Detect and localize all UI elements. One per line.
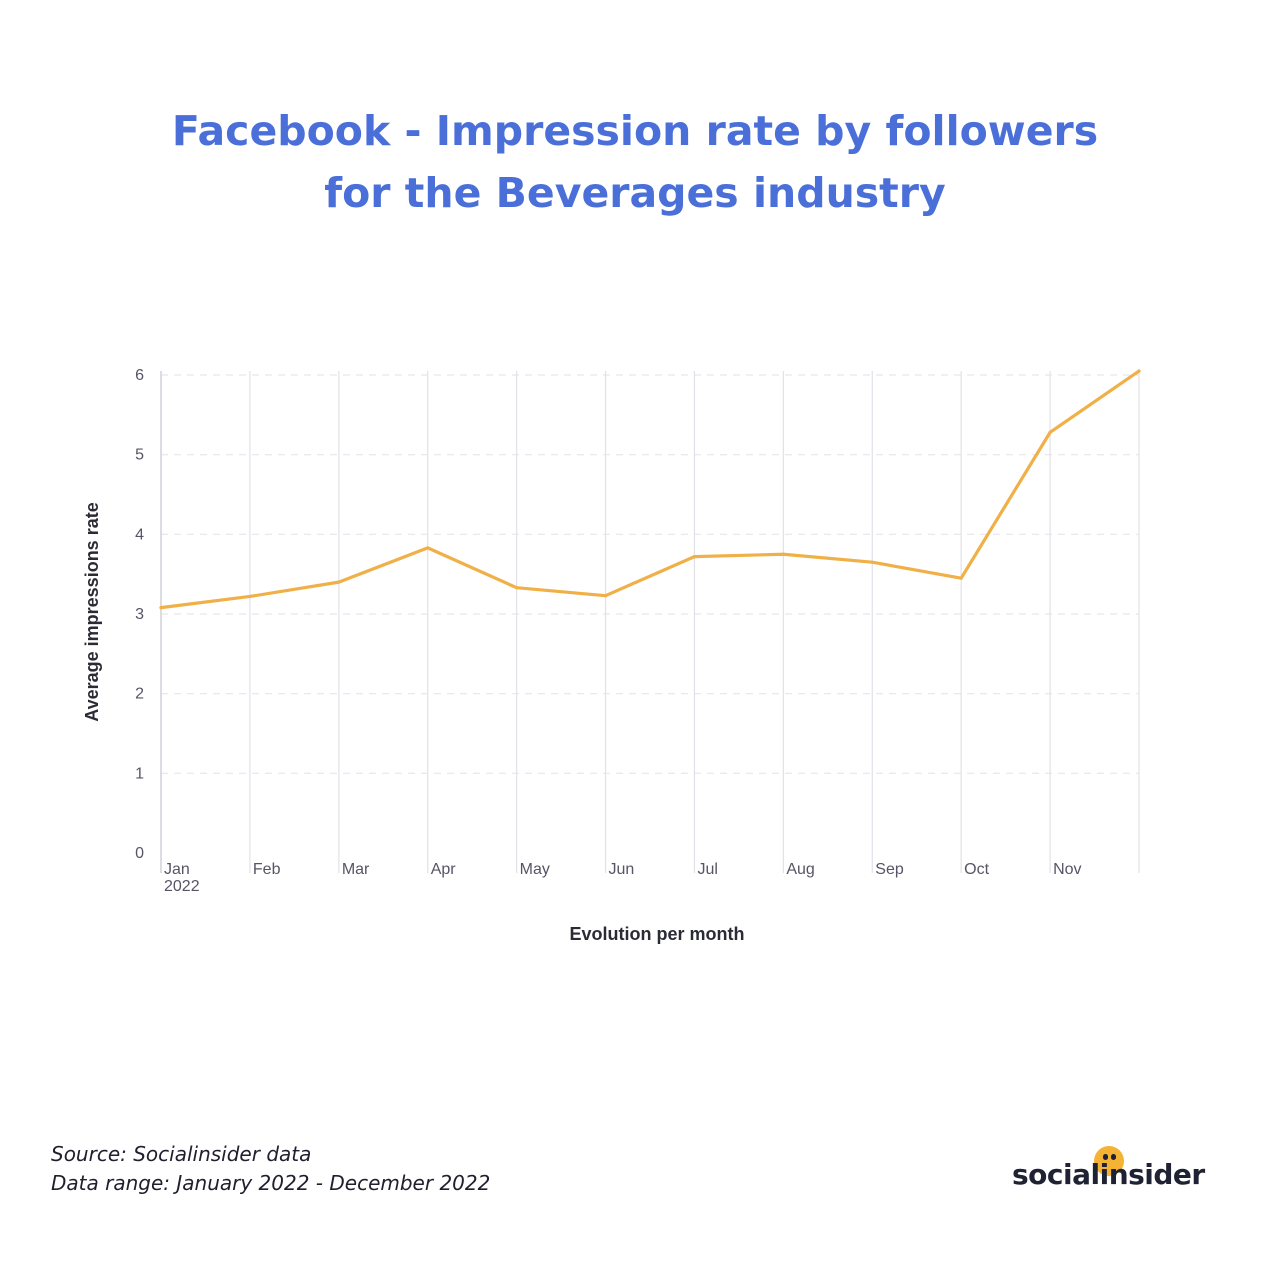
y-tick-label: 3 bbox=[135, 606, 144, 623]
source-text: Source: Socialinsider data bbox=[51, 1142, 312, 1166]
x-tick-label: Oct bbox=[964, 861, 989, 878]
data-point bbox=[959, 576, 963, 580]
y-tick-label: 0 bbox=[135, 845, 144, 862]
x-tick-label: Mar bbox=[342, 861, 370, 878]
y-tick-label: 2 bbox=[135, 686, 144, 703]
data-point bbox=[159, 606, 163, 610]
x-axis-label: Evolution per month bbox=[570, 924, 745, 944]
logo-face-icon bbox=[1094, 1146, 1124, 1176]
x-tick-label: May bbox=[520, 861, 550, 878]
data-point bbox=[515, 586, 519, 590]
y-tick-label: 5 bbox=[135, 447, 144, 464]
data-range-text: Data range: January 2022 - December 2022 bbox=[51, 1171, 491, 1195]
x-tick-label: Jan bbox=[164, 861, 190, 878]
y-tick-label: 6 bbox=[135, 367, 144, 384]
data-point bbox=[692, 555, 697, 559]
x-tick-label: Nov bbox=[1053, 861, 1081, 878]
vertical-gridlines bbox=[160, 371, 1140, 873]
data-point bbox=[426, 546, 430, 550]
y-axis-ticks: 0 1 2 3 4 5 6 bbox=[135, 367, 144, 862]
socialinsider-logo: socialinsider bbox=[1012, 1146, 1222, 1196]
data-point bbox=[1137, 369, 1141, 373]
y-tick-label: 1 bbox=[135, 765, 144, 782]
data-point bbox=[870, 560, 874, 564]
data-point bbox=[603, 594, 608, 598]
x-tick-label: Jun bbox=[609, 861, 635, 878]
chart-title-line-1: Facebook - Impression rate by followers bbox=[171, 107, 1099, 155]
x-axis-ticks: Jan Feb Mar Apr May Jun Jul Aug Sep Oct Nov 2022 bbox=[164, 861, 1082, 895]
footer-source: Source: Socialinsider data Data range: J… bbox=[51, 1140, 490, 1198]
y-tick-label: 4 bbox=[135, 526, 144, 543]
x-tick-label: Apr bbox=[431, 861, 457, 878]
logo-text: socialinsider bbox=[1012, 1158, 1205, 1191]
line-chart: 0 1 2 3 4 5 6 Jan Feb Mar Apr May Jun Jul Aug Sep Oct No… bbox=[82, 367, 1141, 944]
data-point bbox=[781, 552, 785, 556]
series-layer bbox=[159, 369, 1141, 610]
horizontal-gridlines bbox=[161, 374, 1139, 774]
data-point bbox=[337, 580, 341, 584]
chart-title: Facebook - Impression rate by followers … bbox=[0, 100, 1270, 224]
data-point bbox=[1048, 430, 1052, 434]
x-tick-label: Aug bbox=[786, 861, 814, 878]
x-tick-label: Sep bbox=[875, 861, 904, 878]
chart-title-line-2: for the Beverages industry bbox=[324, 169, 946, 217]
y-axis-label: Average impressions rate bbox=[82, 502, 102, 721]
data-point bbox=[248, 594, 252, 599]
x-tick-label: Feb bbox=[253, 861, 281, 878]
x-tick-sublabel: 2022 bbox=[164, 878, 200, 895]
x-tick-label: Jul bbox=[697, 861, 717, 878]
series-line bbox=[159, 369, 1141, 610]
